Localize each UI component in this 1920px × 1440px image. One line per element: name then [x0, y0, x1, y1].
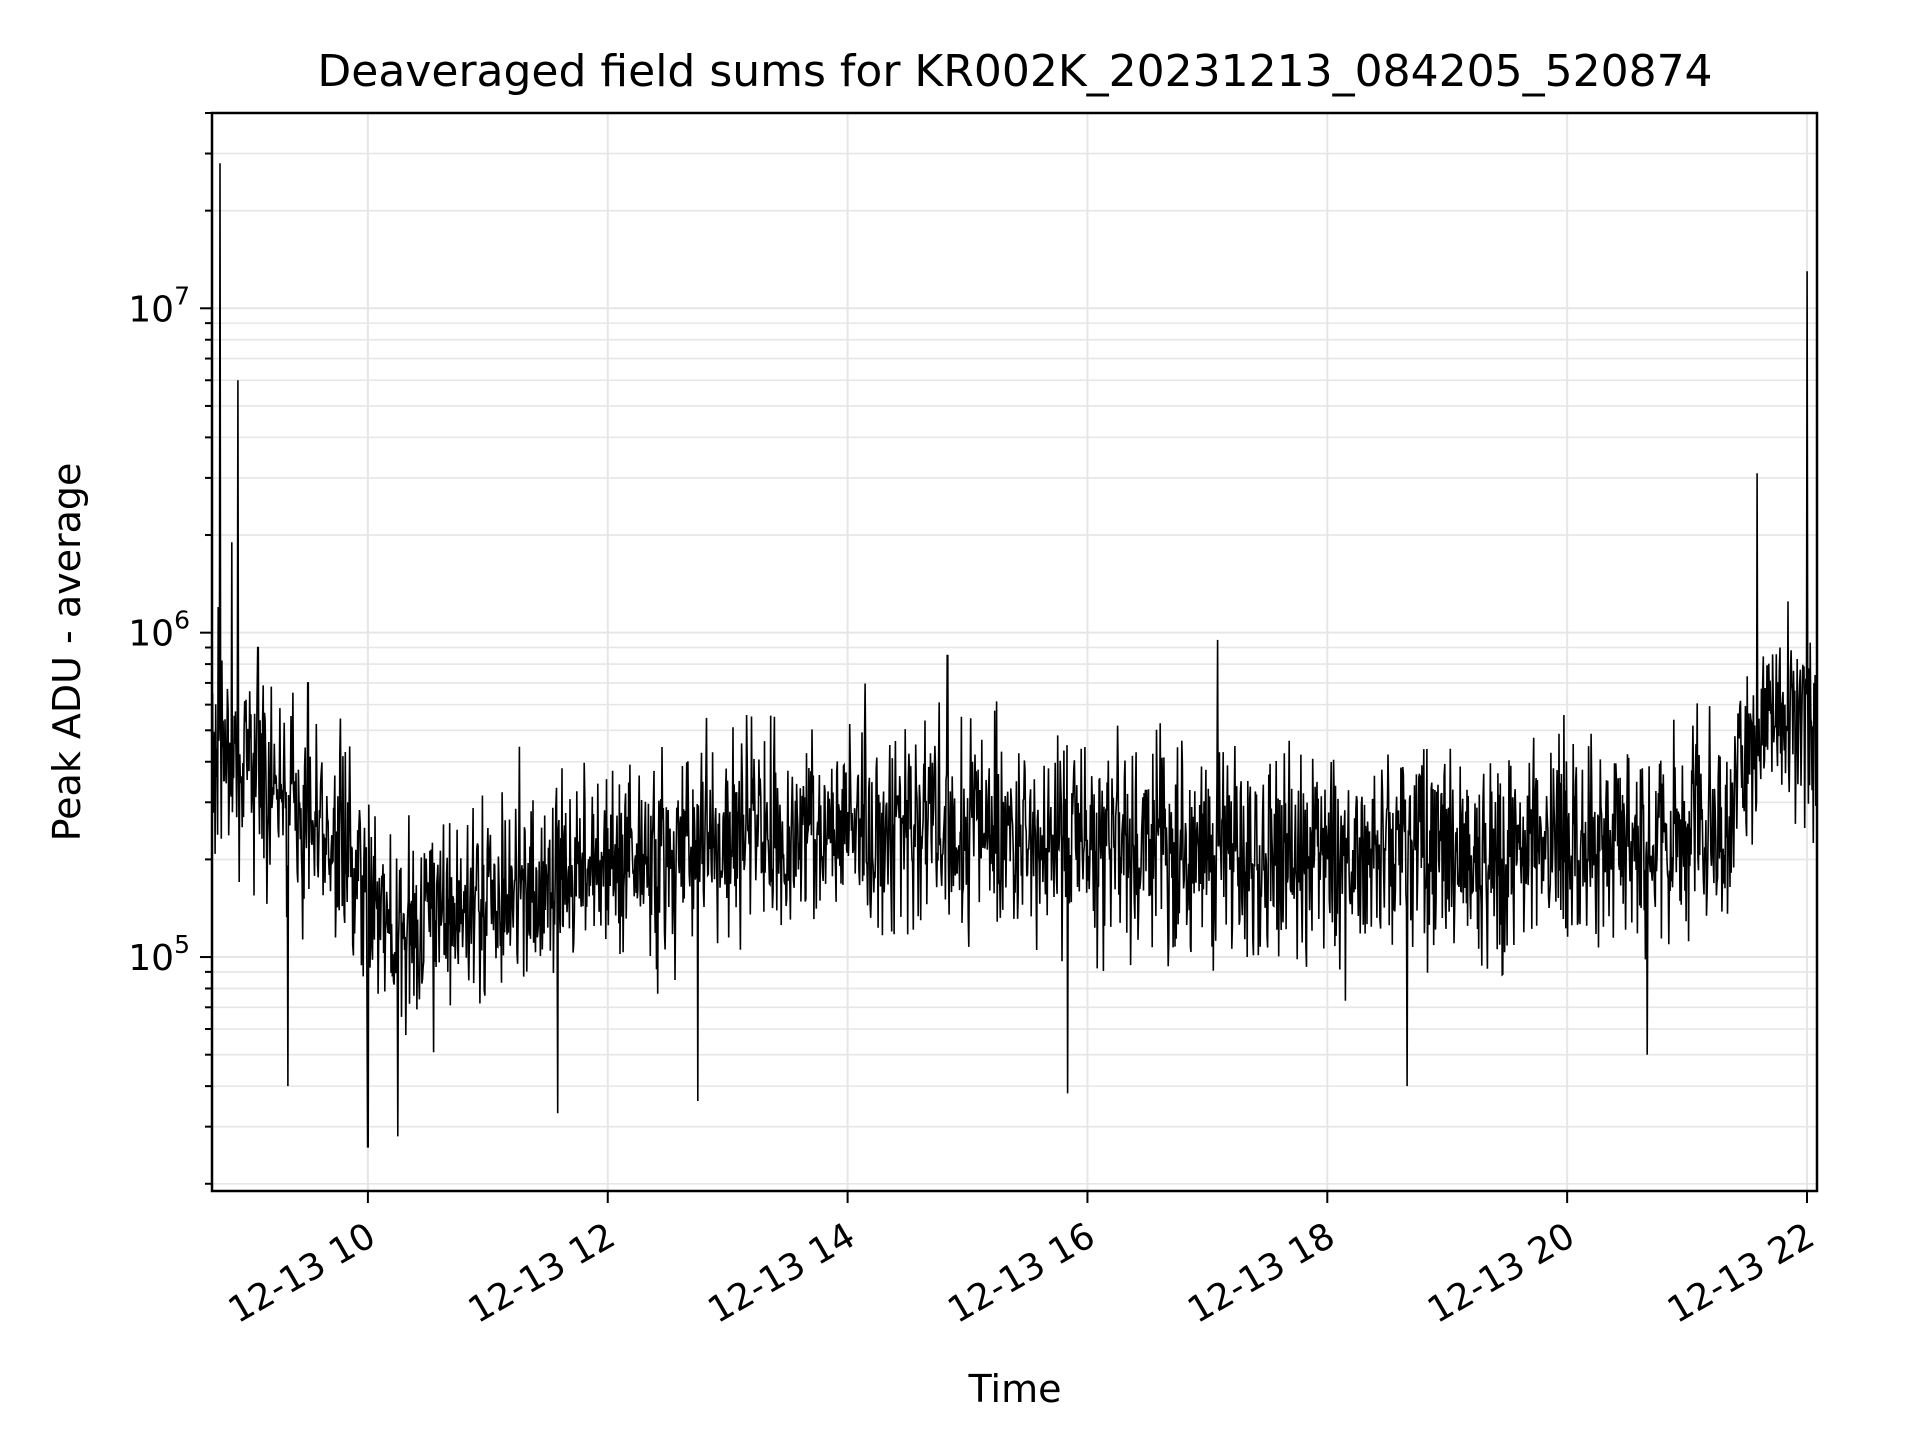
plot-frame: [210, 111, 1819, 1193]
x-axis-label: Time: [968, 1367, 1062, 1411]
y-tick-label: 107: [128, 281, 190, 330]
plot-area: [211, 163, 1818, 1148]
y-axis-label: Peak ADU - average: [45, 463, 89, 842]
y-axis: 105 106 107: [128, 112, 212, 1185]
y-tick-label: 105: [128, 930, 190, 979]
chart-title: Deaveraged field sums for KR002K_2023121…: [317, 46, 1712, 97]
grid: [212, 112, 1817, 1191]
series-line: [211, 163, 1818, 1148]
y-tick-label: 106: [128, 606, 190, 655]
